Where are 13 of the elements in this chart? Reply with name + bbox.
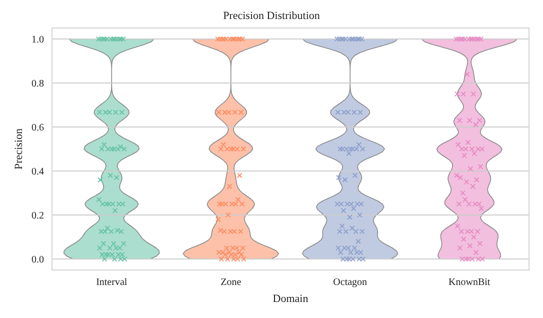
y-tick-label: 0.4 (32, 166, 44, 178)
y-tick-label: 0.2 (32, 210, 44, 222)
x-tick-label: Interval (96, 277, 128, 288)
y-tick-label: 0.6 (32, 122, 44, 134)
x-tick-label: KnownBit (448, 277, 490, 288)
x-tick-label: Octagon (333, 277, 368, 288)
chart-title: Precision Distribution (223, 10, 320, 22)
x-tick-label: Zone (220, 277, 242, 288)
x-axis-title: Domain (272, 293, 309, 305)
y-tick-label: 1.0 (32, 34, 44, 46)
y-tick-label: 0.0 (32, 254, 44, 266)
y-axis-title: Precision (12, 128, 25, 170)
y-tick-label: 0.8 (32, 78, 44, 90)
